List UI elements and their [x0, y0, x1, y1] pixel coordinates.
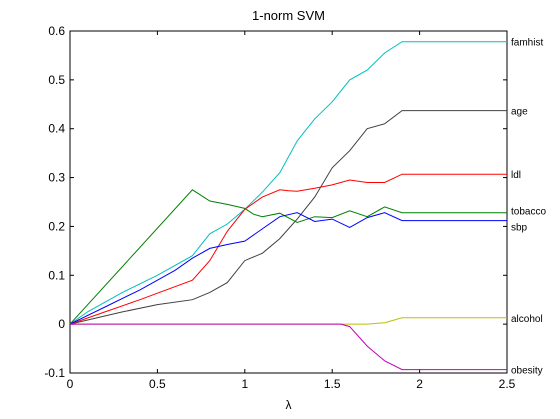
- series-label-tobacco: tobacco: [511, 207, 546, 218]
- y-tick-label: 0.3: [48, 171, 65, 185]
- y-tick-label: 0: [58, 317, 65, 331]
- y-tick-label: 0.4: [48, 122, 65, 136]
- x-tick-label: 1.5: [324, 377, 341, 391]
- y-tick-label: 0.6: [48, 24, 65, 38]
- series-lines: [69, 41, 507, 371]
- series-label-obesity: obesity: [511, 366, 543, 377]
- y-tick-label: 0.2: [48, 219, 65, 233]
- series-line-ldl: [69, 173, 507, 325]
- series-labels: famhist age ldl tobacco sbp alcohol obesity: [511, 38, 546, 377]
- series-line-age: [69, 110, 507, 325]
- x-tick-label: 0.5: [149, 377, 166, 391]
- y-axis-ticks: -0.1 0 0.1 0.2 0.3 0.4 0.5 0.6: [44, 24, 507, 380]
- series-line-obesity: [70, 323, 507, 371]
- x-tick-label: 2: [416, 377, 423, 391]
- series-label-alcohol: alcohol: [511, 314, 543, 325]
- x-axis-ticks: 0 0.5 1 1.5 2 2.5: [67, 31, 516, 391]
- y-tick-label: -0.1: [44, 366, 65, 380]
- x-tick-label: 0: [67, 377, 74, 391]
- series-line-famhist: [69, 41, 507, 325]
- y-tick-label: 0.1: [48, 268, 65, 282]
- x-tick-label: 1: [241, 377, 248, 391]
- series-line-tobacco: [69, 189, 507, 325]
- series-label-age: age: [511, 107, 528, 118]
- y-tick-label: 0.5: [48, 73, 65, 87]
- chart-title: 1-norm SVM: [252, 8, 325, 23]
- series-label-ldl: ldl: [511, 170, 521, 181]
- series-line-sbp: [69, 212, 507, 325]
- x-axis-label: λ: [286, 398, 292, 412]
- series-label-sbp: sbp: [511, 223, 528, 234]
- x-tick-label: 2.5: [499, 377, 516, 391]
- series-label-famhist: famhist: [511, 38, 543, 49]
- plot-area: [69, 30, 508, 374]
